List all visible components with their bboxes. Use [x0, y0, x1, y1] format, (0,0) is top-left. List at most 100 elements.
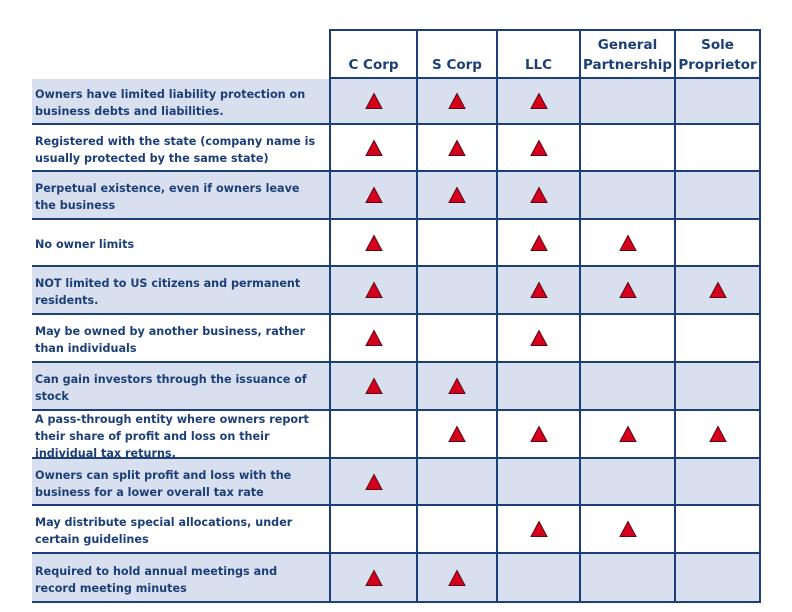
table-cell	[496, 220, 579, 267]
table-cell	[416, 506, 496, 554]
table-cell	[579, 459, 674, 506]
red-triangle-icon	[364, 473, 383, 490]
red-triangle-icon	[364, 329, 383, 346]
table-row: NOT limited to US citizens and permanent…	[32, 267, 761, 315]
red-triangle-icon	[529, 281, 548, 298]
row-label-text: Perpetual existence, even if owners leav…	[35, 182, 300, 212]
table-cell	[674, 315, 761, 363]
table-cell	[496, 459, 579, 506]
table-cell	[329, 315, 416, 363]
red-triangle-icon	[448, 425, 466, 442]
table-cell	[416, 79, 496, 125]
column-header-2-label-line2: S Corp	[432, 57, 482, 73]
column-header-4-label-line1: General	[597, 37, 658, 53]
column-header-2: S Corp	[416, 29, 498, 79]
red-triangle-icon	[448, 377, 466, 394]
table-cell	[674, 411, 761, 459]
table-cell	[579, 172, 674, 220]
table-cell	[496, 267, 579, 315]
red-triangle-icon	[618, 234, 637, 251]
red-triangle-icon	[708, 281, 727, 298]
column-header-5-label-line2: Proprietor	[678, 57, 757, 73]
table-cell	[674, 125, 761, 172]
table-cell	[674, 459, 761, 506]
red-triangle-icon	[529, 186, 548, 203]
row-label-text: Registered with the state (company name …	[35, 134, 316, 165]
row-label: A pass-through entity where owners repor…	[32, 411, 329, 460]
table-cell	[496, 79, 579, 125]
column-header-1-label-line2: C Corp	[348, 57, 399, 73]
comparison-table: C Corp S Corp LLC General Partnership Sole Pro…	[32, 29, 761, 603]
table-cell	[674, 79, 761, 125]
row-label: No owner limits	[32, 220, 329, 267]
red-triangle-icon	[364, 281, 383, 298]
table-cell	[496, 411, 579, 459]
red-triangle-icon	[529, 329, 548, 346]
red-triangle-icon	[448, 186, 466, 203]
table-cell	[329, 79, 416, 125]
table-cell	[416, 220, 496, 267]
table-cell	[329, 172, 416, 220]
table-cell	[579, 220, 674, 267]
row-label: Required to hold annual meetings and rec…	[32, 554, 329, 603]
table-cell	[579, 267, 674, 315]
table-row: Can gain investors through the issuance …	[32, 363, 761, 411]
row-label: Owners can split profit and loss with th…	[32, 459, 329, 506]
table-cell	[674, 172, 761, 220]
row-label: NOT limited to US citizens and permanent…	[32, 267, 329, 315]
row-label-text: Owners have limited liability protection…	[35, 88, 306, 118]
column-header-3: LLC	[496, 29, 581, 79]
table-row: Owners have limited liability protection…	[32, 79, 761, 125]
table-cell	[329, 554, 416, 603]
table-cell	[579, 315, 674, 363]
table-cell	[416, 267, 496, 315]
red-triangle-icon	[364, 377, 383, 394]
table-cell	[416, 554, 496, 603]
table-cell	[416, 363, 496, 411]
table-cell	[579, 125, 674, 172]
table-cell	[329, 267, 416, 315]
column-header-5-label-line1: Sole	[701, 37, 734, 53]
table-cell	[329, 459, 416, 506]
red-triangle-icon	[364, 92, 383, 109]
row-label: Registered with the state (company name …	[32, 125, 329, 172]
row-label: Owners have limited liability protection…	[32, 79, 329, 125]
row-label-text: No owner limits	[35, 238, 135, 251]
red-triangle-icon	[529, 425, 548, 442]
red-triangle-icon	[529, 92, 548, 109]
table-cell	[674, 506, 761, 554]
red-triangle-icon	[618, 281, 637, 298]
table-row: May distribute special allocations, unde…	[32, 506, 761, 554]
table-cell	[496, 315, 579, 363]
table-cell	[416, 125, 496, 172]
row-label-text: May be owned by another business, rather…	[35, 325, 306, 355]
table-row: Owners can split profit and loss with th…	[32, 459, 761, 506]
column-header-1: C Corp	[329, 29, 418, 79]
table-cell	[674, 267, 761, 315]
table-row: Required to hold annual meetings and rec…	[32, 554, 761, 603]
red-triangle-icon	[364, 186, 383, 203]
red-triangle-icon	[364, 234, 383, 251]
red-triangle-icon	[708, 425, 727, 442]
red-triangle-icon	[529, 139, 548, 156]
red-triangle-icon	[618, 425, 637, 442]
table-cell	[674, 220, 761, 267]
column-header-4: General Partnership	[579, 29, 676, 79]
table-cell	[329, 125, 416, 172]
table-row: Registered with the state (company name …	[32, 125, 761, 172]
row-label-text: NOT limited to US citizens and permanent…	[35, 277, 301, 307]
row-label-text: May distribute special allocations, unde…	[35, 516, 293, 546]
table-cell	[329, 363, 416, 411]
table-cell	[579, 506, 674, 554]
table-cell	[496, 363, 579, 411]
table-cell	[329, 506, 416, 554]
row-label-text: A pass-through entity where owners repor…	[35, 412, 309, 460]
table-cell	[496, 172, 579, 220]
red-triangle-icon	[529, 520, 548, 537]
table-cell	[579, 79, 674, 125]
table-row: A pass-through entity where owners repor…	[32, 411, 761, 460]
red-triangle-icon	[448, 139, 466, 156]
red-triangle-icon	[529, 234, 548, 251]
red-triangle-icon	[364, 139, 383, 156]
table-cell	[579, 554, 674, 603]
